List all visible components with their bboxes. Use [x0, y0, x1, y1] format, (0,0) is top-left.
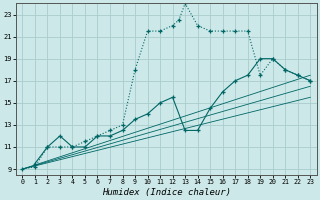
- X-axis label: Humidex (Indice chaleur): Humidex (Indice chaleur): [102, 188, 231, 197]
